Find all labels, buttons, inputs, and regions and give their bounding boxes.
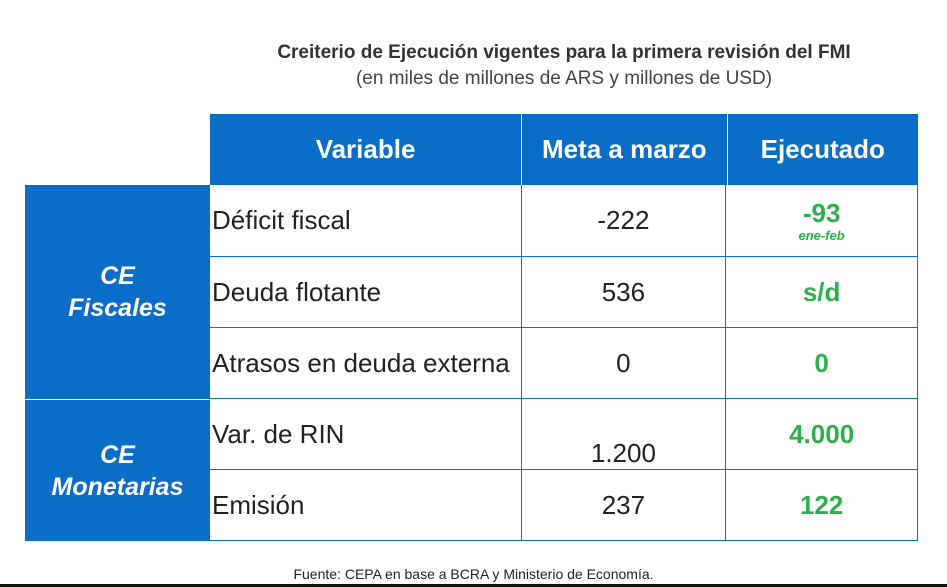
header-variable: Variable xyxy=(210,114,523,185)
cell-ejecutado: 0 xyxy=(814,347,829,378)
group-ce-monetarias: CE Monetarias xyxy=(25,399,210,541)
cell-variable: Deuda flotante xyxy=(210,257,522,327)
table-row: Déficit fiscal -222 -93 ene-feb xyxy=(210,185,917,257)
cell-ejecutado: -93 ene-feb xyxy=(726,185,917,256)
bottom-divider xyxy=(0,584,947,587)
cell-variable: Atrasos en deuda externa xyxy=(210,328,522,398)
group-label-line2: Fiscales xyxy=(68,294,167,322)
ejecutado-note: ene-feb xyxy=(798,228,845,243)
cell-meta: 536 xyxy=(522,257,727,327)
group-label-line1: CE xyxy=(100,262,135,290)
cell-meta: 237 xyxy=(522,470,727,541)
group-ce-fiscales: CE Fiscales xyxy=(25,185,210,399)
group-label-line2: Monetarias xyxy=(51,472,184,501)
cell-variable: Déficit fiscal xyxy=(210,185,522,256)
cell-meta: -222 xyxy=(522,185,727,256)
group-label-line1: CE xyxy=(100,440,135,469)
ejecutado-value: -93 xyxy=(802,198,841,228)
cell-ejecutado: s/d xyxy=(802,276,841,307)
table-row: Deuda flotante 536 s/d xyxy=(210,257,917,328)
cell-meta: 0 xyxy=(522,328,727,398)
table-body: Déficit fiscal -222 -93 ene-feb Deuda fl… xyxy=(210,185,918,541)
source-footnote: Fuente: CEPA en base a BCRA y Ministerio… xyxy=(293,566,654,582)
table-row: Atrasos en deuda externa 0 0 xyxy=(210,328,917,399)
table-subtitle: (en miles de millones de ARS y millones … xyxy=(355,68,773,89)
cell-meta: 1.200 xyxy=(522,399,727,469)
cell-variable: Var. de RIN xyxy=(210,399,522,469)
table-row: Var. de RIN 1.200 4.000 xyxy=(210,399,917,470)
table-header-row: Variable Meta a marzo Ejecutado xyxy=(210,114,918,185)
cell-variable: Emisión xyxy=(210,470,522,541)
table-row: Emisión 237 122 xyxy=(210,470,917,541)
cell-ejecutado: 122 xyxy=(799,490,844,520)
header-meta-marzo: Meta a marzo xyxy=(522,114,728,185)
cell-ejecutado: 4.000 xyxy=(789,418,855,449)
table-title: Creiterio de Ejecución vigentes para la … xyxy=(277,42,851,63)
header-ejecutado: Ejecutado xyxy=(760,134,885,164)
